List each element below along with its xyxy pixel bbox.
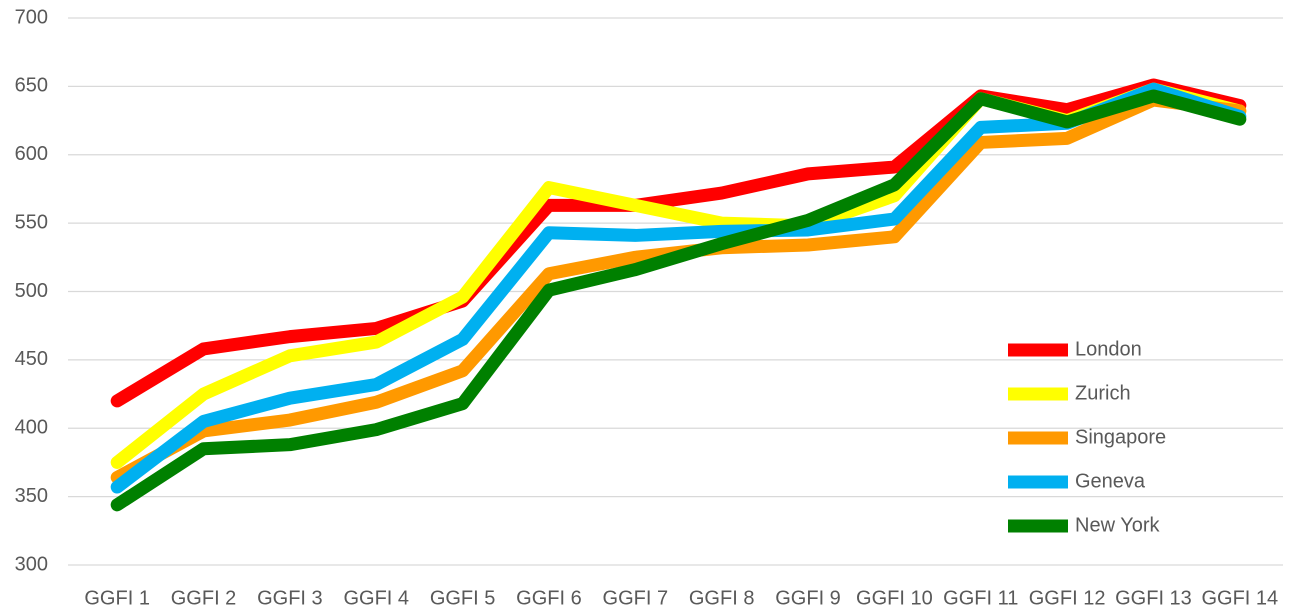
x-tick-label: GGFI 3 <box>257 587 323 609</box>
x-tick-label: GGFI 11 <box>943 587 1018 609</box>
legend-label: Zurich <box>1075 382 1131 404</box>
x-tick-label: GGFI 13 <box>1115 587 1192 609</box>
x-tick-label: GGFI 10 <box>856 587 933 609</box>
y-tick-label: 450 <box>15 348 48 370</box>
x-tick-label: GGFI 5 <box>430 587 496 609</box>
y-tick-label: 600 <box>15 143 48 165</box>
series-line <box>110 82 1247 469</box>
y-tick-label: 350 <box>15 485 48 507</box>
y-tick-label: 700 <box>15 6 48 28</box>
x-tick-label: GGFI 12 <box>1029 587 1106 609</box>
y-tick-label: 300 <box>15 553 48 575</box>
legend: London Zurich Singapore Geneva New York <box>1008 338 1166 536</box>
x-tick-label: GGFI 2 <box>171 587 237 609</box>
x-tick-label: GGFI 8 <box>689 587 755 609</box>
series-line <box>110 78 1247 408</box>
x-tick-label: GGFI 4 <box>343 587 409 609</box>
x-tick-label: GGFI 7 <box>603 587 669 609</box>
series-line <box>110 89 1247 512</box>
y-tick-label: 550 <box>15 211 48 233</box>
y-tick-label: 500 <box>15 280 48 302</box>
legend-label: Geneva <box>1075 470 1146 492</box>
x-tick-label: GGFI 9 <box>775 587 841 609</box>
series-line <box>110 82 1247 494</box>
x-tick-label: GGFI 14 <box>1201 587 1278 609</box>
legend-label: London <box>1075 338 1142 360</box>
x-tick-label: GGFI 1 <box>84 587 150 609</box>
legend-label: Singapore <box>1075 426 1166 448</box>
y-tick-label: 650 <box>15 75 48 97</box>
legend-label: New York <box>1075 514 1160 536</box>
x-tick-label: GGFI 6 <box>516 587 582 609</box>
series-line <box>110 93 1247 484</box>
y-tick-label: 400 <box>15 417 48 439</box>
